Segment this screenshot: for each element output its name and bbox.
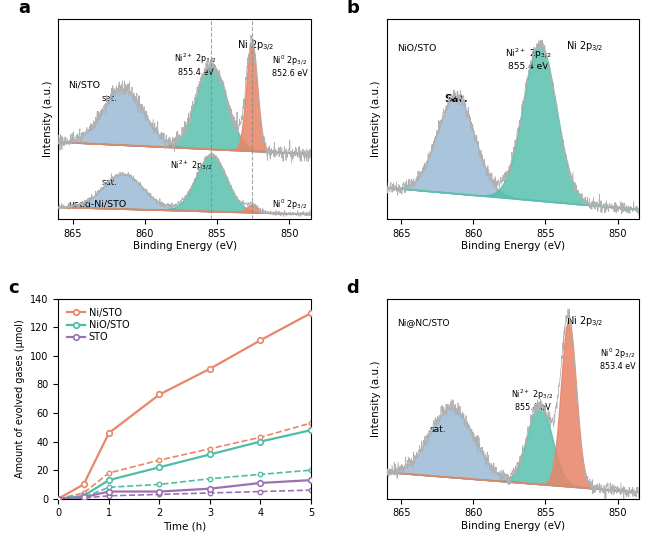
Text: Ni$^{2+}$ 2p$_{3/2}$
855.4 eV: Ni$^{2+}$ 2p$_{3/2}$ 855.4 eV bbox=[511, 387, 554, 412]
Y-axis label: Intensity (a.u.): Intensity (a.u.) bbox=[43, 81, 53, 158]
X-axis label: Binding Energy (eV): Binding Energy (eV) bbox=[461, 521, 565, 531]
Line: STO: STO bbox=[56, 477, 313, 501]
Ni/STO bbox=[206, 366, 214, 372]
Text: Ni$^0$ 2p$_{3/2}$
853.4 eV: Ni$^0$ 2p$_{3/2}$ 853.4 eV bbox=[600, 347, 636, 371]
X-axis label: Binding Energy (eV): Binding Energy (eV) bbox=[461, 241, 565, 251]
STO bbox=[80, 494, 88, 500]
Text: Sat.: Sat. bbox=[445, 94, 468, 105]
NiO/STO bbox=[55, 495, 62, 502]
Y-axis label: Intensity (a.u.): Intensity (a.u.) bbox=[371, 81, 381, 158]
Text: sat.: sat. bbox=[102, 94, 117, 102]
Text: Ni 2p$_{3/2}$: Ni 2p$_{3/2}$ bbox=[566, 40, 603, 56]
NiO/STO bbox=[80, 493, 88, 499]
STO bbox=[256, 480, 264, 486]
Ni/STO bbox=[80, 481, 88, 488]
Text: used-Ni/STO: used-Ni/STO bbox=[69, 200, 127, 209]
Text: b: b bbox=[347, 0, 359, 17]
Ni/STO bbox=[256, 337, 264, 343]
STO bbox=[55, 495, 62, 502]
Text: Ni 2p$_{3/2}$: Ni 2p$_{3/2}$ bbox=[238, 39, 275, 54]
Y-axis label: Amount of evolved gases (μmol): Amount of evolved gases (μmol) bbox=[15, 319, 25, 478]
Ni/STO bbox=[307, 310, 315, 317]
Text: Ni$^0$ 2p$_{3/2}$: Ni$^0$ 2p$_{3/2}$ bbox=[272, 198, 307, 212]
Text: Ni@NC/STO: Ni@NC/STO bbox=[397, 318, 449, 328]
X-axis label: Binding Energy (eV): Binding Energy (eV) bbox=[132, 241, 237, 251]
NiO/STO bbox=[105, 477, 113, 483]
Ni/STO bbox=[55, 495, 62, 502]
NiO/STO bbox=[156, 464, 164, 470]
NiO/STO bbox=[206, 451, 214, 458]
Text: Ni$^{2+}$ 2p$_{3/2}$
855.4 eV: Ni$^{2+}$ 2p$_{3/2}$ 855.4 eV bbox=[505, 46, 552, 71]
NiO/STO bbox=[256, 438, 264, 445]
Ni/STO bbox=[156, 391, 164, 398]
STO bbox=[307, 477, 315, 483]
Text: Ni$^{2+}$ 2p$_{3/2}$: Ni$^{2+}$ 2p$_{3/2}$ bbox=[170, 159, 212, 173]
STO bbox=[105, 488, 113, 495]
Text: Ni/STO: Ni/STO bbox=[69, 81, 101, 89]
Text: c: c bbox=[8, 279, 19, 297]
Ni/STO bbox=[105, 430, 113, 437]
Legend: Ni/STO, NiO/STO, STO: Ni/STO, NiO/STO, STO bbox=[63, 304, 133, 346]
Text: Ni$^{2+}$ 2p$_{3/2}$
855.4 eV: Ni$^{2+}$ 2p$_{3/2}$ 855.4 eV bbox=[175, 52, 217, 77]
X-axis label: Time (h): Time (h) bbox=[163, 521, 206, 531]
Text: NiO/STO: NiO/STO bbox=[397, 44, 436, 52]
Line: NiO/STO: NiO/STO bbox=[56, 427, 313, 501]
Text: d: d bbox=[347, 279, 359, 297]
Text: Ni 2p$_{3/2}$: Ni 2p$_{3/2}$ bbox=[566, 315, 603, 330]
Text: a: a bbox=[18, 0, 30, 17]
Text: Ni$^0$ 2p$_{3/2}$
852.6 eV: Ni$^0$ 2p$_{3/2}$ 852.6 eV bbox=[272, 53, 308, 78]
STO bbox=[206, 486, 214, 492]
Text: sat.: sat. bbox=[102, 178, 117, 187]
Text: sat.: sat. bbox=[430, 425, 447, 434]
Line: Ni/STO: Ni/STO bbox=[56, 310, 313, 501]
NiO/STO bbox=[307, 427, 315, 433]
STO bbox=[156, 488, 164, 495]
Y-axis label: Intensity (a.u.): Intensity (a.u.) bbox=[371, 360, 381, 437]
